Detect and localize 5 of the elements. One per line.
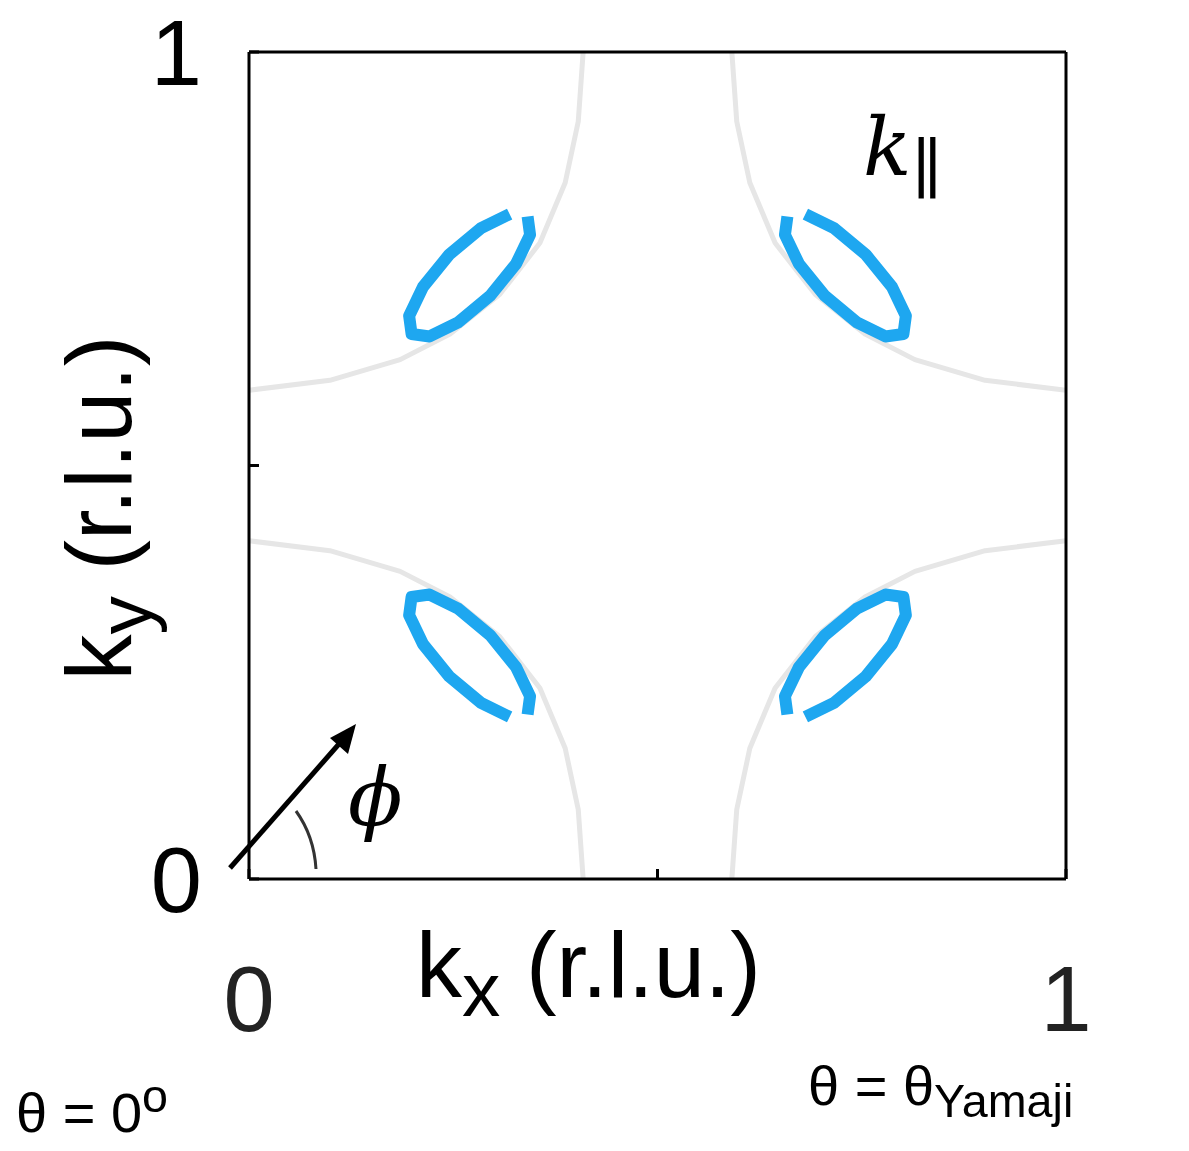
text: θ = θ$_{Yamaji}$ [808, 1054, 1074, 1128]
text: θ = 0$^{o}$ [16, 1070, 169, 1144]
annotation: k$_{∥}$ [863, 101, 943, 208]
annotation: ϕ [348, 751, 403, 844]
x-axis-title: k$_{x}$ (r.l.u.) [416, 913, 762, 1035]
